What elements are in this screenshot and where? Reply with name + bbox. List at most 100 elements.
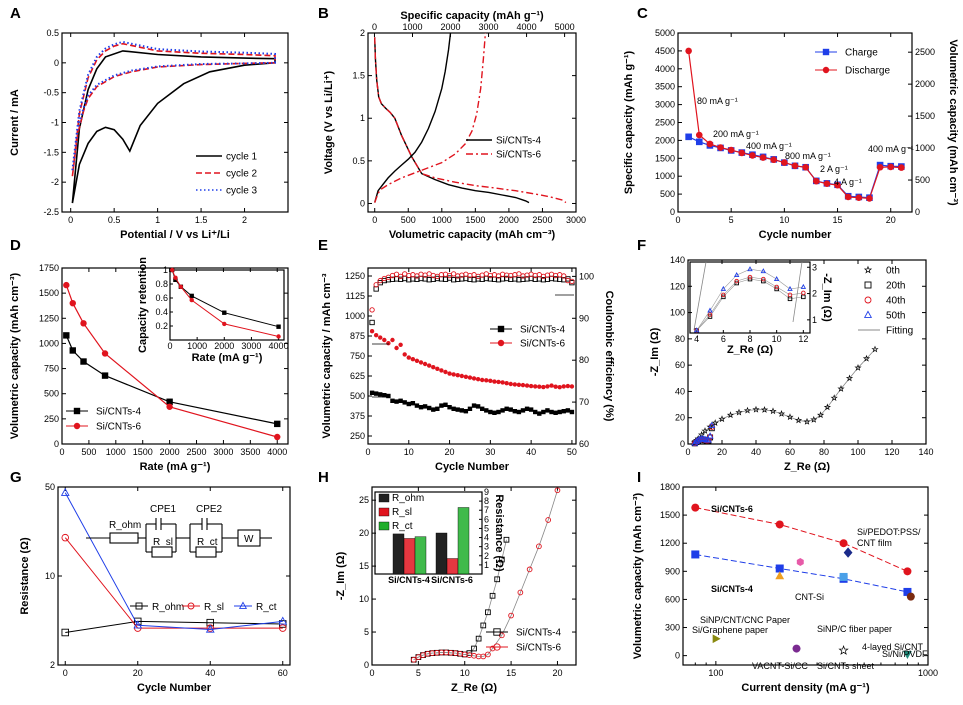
data-point	[101, 350, 109, 357]
x-tick-label: 5	[416, 668, 421, 678]
data-point	[508, 612, 514, 619]
data-point	[166, 403, 173, 410]
data-point	[512, 382, 518, 387]
x-tick-label: 60	[785, 447, 795, 457]
data-point	[443, 402, 448, 407]
data-point	[691, 439, 699, 446]
data-point	[549, 383, 554, 388]
inset-y-tick-label: 0.8	[155, 279, 168, 289]
data-point	[685, 47, 692, 55]
trend-line-si-cnts-6	[695, 507, 908, 572]
x-tick-label: 0	[68, 215, 73, 225]
x-tick-label: 15	[506, 668, 516, 678]
inset-y-tick-label: 0.6	[155, 293, 168, 303]
x-tick-label: 0	[59, 447, 64, 457]
y-tick-label: 500	[44, 389, 59, 399]
circuit-label-r-ohm: R_ohm	[109, 520, 141, 531]
data-point	[898, 164, 905, 171]
rate-annotation: 80 mA g⁻¹	[697, 96, 738, 106]
data-point	[73, 407, 81, 415]
circuit-label-r-sl: R_sl	[153, 537, 173, 548]
data-point	[274, 420, 281, 428]
panel-letter: D	[10, 237, 21, 254]
data-point	[398, 398, 403, 403]
y-tick-label: 250	[350, 431, 365, 441]
fitting-line-0th	[694, 349, 876, 443]
data-point	[373, 391, 379, 396]
data-point	[685, 133, 692, 141]
data-point	[415, 654, 422, 660]
right-y-tick-label: 2500	[915, 47, 935, 57]
inset-x-tick-label: 4	[694, 334, 699, 344]
bar-r-ct-si-cnts-6	[457, 507, 470, 575]
equivalent-circuit: R_ohm CPE1 R_sl CPE2 R_ct W	[86, 504, 272, 558]
panel-a: 0 0.5 1 1.5 2 -2.5 -2 -1.5 -1 -0.5 0 0.5 Potential /…	[9, 5, 289, 241]
data-point	[455, 373, 460, 378]
y-tick-label: 0	[54, 439, 59, 449]
plot-frame	[677, 32, 913, 213]
data-point	[497, 339, 505, 347]
y-tick-label: 1750	[39, 263, 59, 273]
data-point	[496, 379, 501, 385]
fit-line-si-cnts-6	[413, 490, 558, 661]
data-point	[759, 154, 767, 161]
data-point	[238, 601, 248, 609]
y-tick-label: 60	[675, 360, 685, 370]
legend-si-cnts-4: Si/CNTs-4	[96, 407, 141, 418]
data-point	[775, 564, 784, 573]
data-point	[541, 409, 546, 415]
rate-annotation: 400 mA g⁻¹	[868, 144, 914, 154]
data-point	[406, 401, 411, 407]
data-point	[508, 407, 513, 412]
data-point	[537, 411, 542, 416]
data-point	[479, 406, 485, 411]
inset-y-tick-label: 1	[484, 560, 489, 570]
y-tick-label: 25	[359, 495, 369, 505]
y-axis-label: Resistance (Ω)	[19, 537, 31, 615]
panel-letter: H	[318, 469, 329, 486]
data-point	[516, 409, 522, 415]
data-point	[390, 337, 395, 343]
y-tick-label: 1200	[660, 538, 680, 548]
rate-annotation: 4 A g⁻¹	[834, 177, 862, 187]
legend-swatch	[378, 521, 390, 531]
y-tick-label: 2500	[655, 118, 675, 128]
data-point	[549, 409, 554, 415]
data-point	[812, 177, 820, 185]
data-point	[803, 417, 811, 425]
inset-y-tick-label: 0.4	[155, 307, 168, 317]
x-tick-label: 100	[708, 668, 723, 678]
x-axis-label: Cycle Number	[435, 461, 510, 473]
data-point	[699, 435, 707, 442]
legend-fitting: Fitting	[886, 326, 913, 337]
data-point	[704, 436, 712, 443]
data-point	[863, 265, 873, 274]
data-point	[493, 628, 501, 636]
data-point	[533, 384, 538, 389]
data-point	[402, 352, 407, 357]
data-point	[794, 416, 803, 424]
data-point	[876, 163, 884, 171]
data-point	[906, 592, 915, 601]
data-point	[792, 644, 801, 653]
data-point	[471, 645, 477, 652]
x-tick-label: 500	[81, 447, 96, 457]
data-point	[489, 645, 496, 652]
y-tick-label: 20	[359, 528, 369, 538]
data-point	[517, 589, 524, 596]
data-point	[480, 622, 487, 629]
data-point	[545, 384, 550, 389]
data-point	[493, 643, 501, 651]
data-point	[398, 342, 403, 347]
data-point	[467, 375, 473, 380]
circuit-label-cpe1: CPE1	[150, 504, 177, 515]
data-point	[557, 409, 562, 415]
data-point	[711, 419, 719, 427]
data-point	[520, 382, 526, 388]
data-point	[516, 271, 522, 277]
data-point	[393, 271, 400, 277]
x-tick-label: 40	[205, 668, 215, 678]
y-tick-label: 750	[44, 364, 59, 374]
data-point	[484, 378, 489, 383]
data-point	[485, 651, 491, 658]
